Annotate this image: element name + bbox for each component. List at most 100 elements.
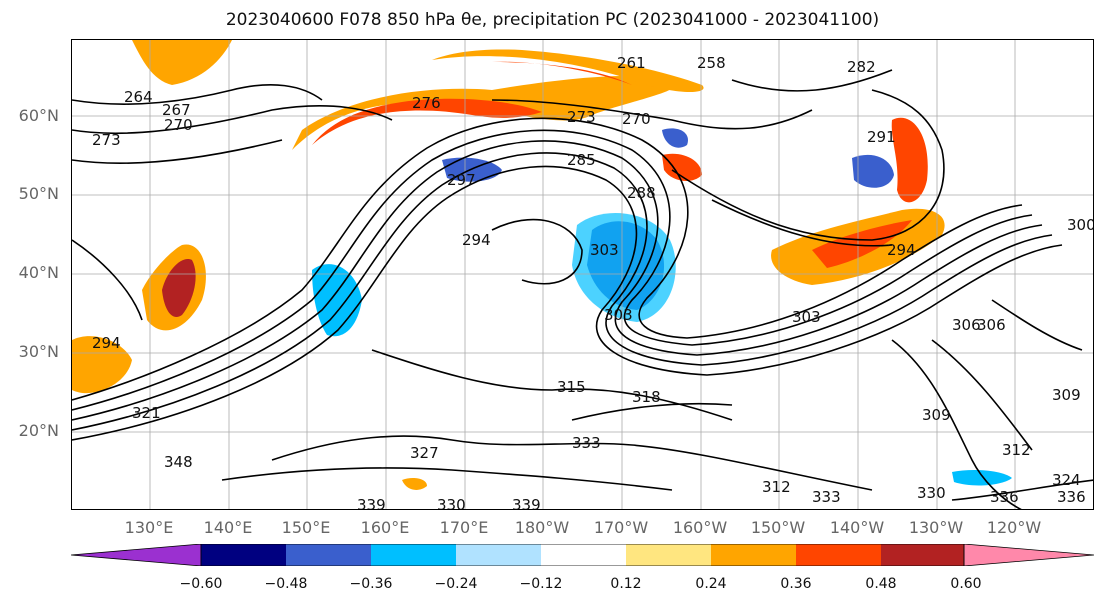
contour-label: 288 (627, 184, 656, 202)
contour-label: 258 (697, 54, 726, 72)
colorbar-segment (626, 544, 711, 566)
lon-label-160e: 160°E (360, 518, 410, 537)
precip-shading (72, 40, 1012, 490)
contour-label: 312 (762, 478, 791, 496)
lon-label-140w: 140°W (829, 518, 885, 537)
colorbar-extend-high (963, 544, 1094, 566)
colorbar-segment (881, 544, 964, 566)
contour-label: 270 (164, 116, 193, 134)
contour-label: 318 (632, 388, 661, 406)
lat-label-30n: 30°N (18, 342, 59, 361)
positive-anomaly-japan-core (162, 259, 196, 318)
contour-label: 330 (437, 496, 466, 510)
contour-label: 273 (92, 131, 121, 149)
positive-anomaly-north-core (312, 98, 542, 145)
lat-label-60n: 60°N (18, 106, 59, 125)
contour-label: 306 (977, 316, 1006, 334)
lat-label-20n: 20°N (18, 421, 59, 440)
contour-label: 321 (132, 404, 161, 422)
colorbar-segment (201, 544, 286, 566)
contour-label: 300 (1067, 216, 1094, 234)
negative-anomaly-east (852, 154, 894, 188)
positive-anomaly-far-east (891, 117, 928, 203)
contour-label: 297 (447, 171, 476, 189)
positive-anomaly-north (292, 75, 676, 150)
lon-label-140e: 140°E (203, 518, 253, 537)
contour-label: 348 (164, 453, 193, 471)
colorbar-segment (796, 544, 881, 566)
contour-label: 303 (792, 308, 821, 326)
contour-label: 294 (462, 231, 491, 249)
colorbar-tick: 0.60 (950, 576, 982, 592)
colorbar-tick: 0.24 (695, 576, 727, 592)
colorbar-tick: 0.12 (610, 576, 642, 592)
lon-label-150w: 150°W (750, 518, 806, 537)
colorbar-frame (200, 544, 965, 566)
positive-anomaly-east-core (812, 220, 912, 268)
contour-label: 327 (410, 444, 439, 462)
lon-label-120w: 120°W (986, 518, 1042, 537)
negative-anomaly-south-east (952, 470, 1012, 486)
contour-label: 330 (917, 484, 946, 502)
contour-label: 270 (622, 110, 651, 128)
contour-label: 333 (812, 488, 841, 506)
contour-label: 282 (847, 58, 876, 76)
contour-label: 333 (572, 434, 601, 452)
lat-label-50n: 50°N (18, 184, 59, 203)
map-title: 2023040600 F078 850 hPa θe, precipitatio… (225, 10, 880, 30)
colorbar-segment (371, 544, 456, 566)
contour-label: 309 (922, 406, 951, 424)
positive-anomaly-top (432, 49, 704, 92)
contour-label: 285 (567, 151, 596, 169)
positive-anomaly-top-core (492, 61, 632, 85)
negative-anomaly-jet (312, 264, 362, 337)
colorbar-segment (711, 544, 796, 566)
lon-label-150e: 150°E (281, 518, 331, 537)
contour-label: 276 (412, 94, 441, 112)
contour-label: 309 (1052, 386, 1081, 404)
colorbar-tick: −0.36 (349, 576, 393, 592)
contour-label: 336 (1057, 488, 1086, 506)
positive-anomaly-south (402, 478, 427, 490)
lat-label-40n: 40°N (18, 263, 59, 282)
map-panel[interactable]: 264 267 270 273 276 273 270 258 261 282 … (71, 39, 1094, 510)
contour-label: 294 (92, 334, 121, 352)
contour-label: 294 (887, 241, 916, 259)
colorbar-tick: 0.48 (865, 576, 897, 592)
lon-label-130w: 130°W (908, 518, 964, 537)
theta-e-contours (72, 69, 1093, 509)
contour-label: 264 (124, 88, 153, 106)
colorbar-segment (456, 544, 541, 566)
colorbar-segment (286, 544, 371, 566)
colorbar-tick: −0.48 (264, 576, 308, 592)
contour-label: 273 (567, 108, 596, 126)
colorbar-tick: 0.36 (780, 576, 812, 592)
contour-label: 261 (617, 54, 646, 72)
contour-label: 339 (357, 496, 386, 510)
contour-label: 303 (590, 241, 619, 259)
colorbar-tick: −0.24 (434, 576, 478, 592)
contour-label: 324 (1052, 471, 1081, 489)
contour-label: 291 (867, 128, 896, 146)
contour-label: 339 (512, 496, 541, 510)
positive-anomaly-nw (132, 40, 232, 85)
contour-label: 267 (162, 101, 191, 119)
lon-label-160w: 160°W (672, 518, 728, 537)
map-gridlines (72, 40, 1093, 509)
contour-label: 306 (952, 316, 981, 334)
contour-label: 303 (604, 306, 633, 324)
positive-anomaly-left (72, 336, 132, 394)
colorbar-segment (541, 544, 626, 566)
positive-anomaly-nne (662, 153, 702, 182)
colorbar-tick: −0.60 (179, 576, 223, 592)
lon-label-130e: 130°E (124, 518, 174, 537)
colorbar-extend-low (71, 544, 202, 566)
negative-anomaly-ne (662, 128, 688, 148)
contour-label-group: 264 267 270 273 276 273 270 258 261 282 … (92, 54, 1094, 510)
lon-label-170w: 170°W (593, 518, 649, 537)
map-canvas: 264 267 270 273 276 273 270 258 261 282 … (72, 40, 1094, 510)
colorbar-tick: −0.12 (519, 576, 563, 592)
contour-label: 336 (990, 488, 1019, 506)
contour-label: 312 (1002, 441, 1031, 459)
contour-label: 315 (557, 378, 586, 396)
